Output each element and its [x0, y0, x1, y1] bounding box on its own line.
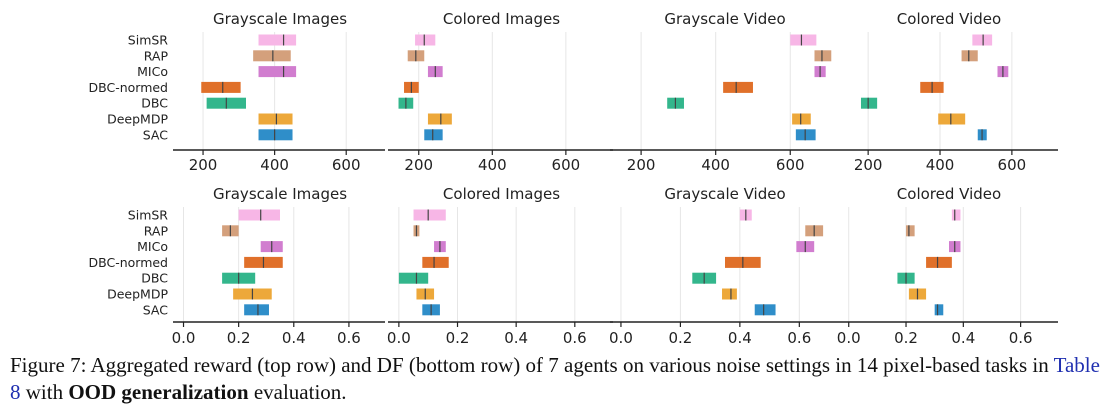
- figure-caption: Figure 7: Aggregated reward (top row) an…: [10, 352, 1110, 406]
- interval-bar: [814, 50, 832, 62]
- interval-bar: [934, 304, 944, 316]
- x-tick-label: 0.6: [1009, 329, 1033, 347]
- x-tick-label: 0.4: [728, 329, 752, 347]
- x-tick-label: 0.2: [668, 329, 692, 347]
- interval-bar: [860, 97, 878, 109]
- interval-bar: [253, 50, 291, 62]
- interval-bar: [258, 34, 297, 46]
- interval-bar: [961, 50, 978, 62]
- x-tick-label: 200: [627, 156, 656, 174]
- interval-bar: [398, 272, 429, 284]
- interval-bar: [422, 256, 449, 268]
- agent-label: RAP: [144, 48, 169, 63]
- interval-bar: [424, 129, 443, 141]
- x-tick-label: 0.4: [951, 329, 975, 347]
- x-tick-label: 400: [478, 156, 507, 174]
- panel-title: Grayscale Video: [664, 185, 785, 203]
- interval-bar: [972, 34, 993, 46]
- x-tick-label: 200: [854, 156, 883, 174]
- interval-bar: [258, 129, 293, 141]
- agent-label: DeepMDP: [107, 287, 168, 302]
- x-tick-label: 0.6: [563, 329, 587, 347]
- x-tick-label: 400: [701, 156, 730, 174]
- agent-label: MICo: [137, 239, 168, 254]
- interval-bar: [238, 209, 280, 221]
- panel-title: Colored Images: [443, 10, 560, 28]
- agent-label: DBC-normed: [88, 80, 168, 95]
- interval-bar: [201, 81, 241, 93]
- panel-title: Colored Images: [443, 185, 560, 203]
- x-tick-label: 0.4: [504, 329, 528, 347]
- x-tick-label: 400: [926, 156, 955, 174]
- interval-bar: [427, 113, 452, 125]
- x-tick-label: 0.0: [172, 329, 196, 347]
- interval-bar: [792, 113, 811, 125]
- x-tick-label: 0.6: [337, 329, 361, 347]
- interval-bar: [906, 225, 915, 237]
- interval-bar: [722, 288, 737, 300]
- interval-bar: [926, 256, 952, 268]
- interval-bar: [415, 34, 436, 46]
- agent-label: MICo: [137, 64, 168, 79]
- agent-label: DeepMDP: [107, 112, 168, 127]
- interval-bar: [413, 209, 446, 221]
- interval-bar: [754, 304, 776, 316]
- agent-label: DBC: [141, 271, 168, 286]
- x-tick-label: 0.0: [387, 329, 411, 347]
- panel-title: Grayscale Video: [664, 10, 785, 28]
- caption-text-2: with: [20, 380, 69, 404]
- x-tick-label: 0.4: [282, 329, 306, 347]
- x-tick-label: 400: [260, 156, 289, 174]
- agent-label: SimSR: [128, 33, 169, 48]
- interval-bar: [258, 66, 297, 78]
- interval-bar: [258, 113, 293, 125]
- caption-bold: OOD generalization: [68, 380, 249, 404]
- x-tick-label: 0.0: [609, 329, 633, 347]
- x-tick-label: 0.0: [837, 329, 861, 347]
- interval-bar: [790, 34, 817, 46]
- x-tick-label: 200: [404, 156, 433, 174]
- caption-text-3: evaluation.: [248, 380, 347, 404]
- agent-label: DBC: [141, 96, 168, 111]
- interval-bar: [244, 304, 269, 316]
- panel-title: Colored Video: [897, 10, 1001, 28]
- x-tick-label: 0.2: [446, 329, 470, 347]
- x-tick-label: 600: [998, 156, 1027, 174]
- agent-label: DBC-normed: [88, 255, 168, 270]
- x-tick-label: 0.2: [894, 329, 918, 347]
- caption-text-1: Figure 7: Aggregated reward (top row) an…: [10, 353, 1054, 377]
- x-tick-label: 200: [189, 156, 218, 174]
- agent-label: SimSR: [128, 208, 169, 223]
- agent-label: RAP: [144, 223, 169, 238]
- x-tick-label: 600: [776, 156, 805, 174]
- agent-label: SAC: [143, 302, 168, 317]
- agent-label: SAC: [143, 127, 168, 142]
- x-tick-label: 600: [332, 156, 361, 174]
- table-8-link[interactable]: Table 8: [10, 353, 1100, 404]
- x-tick-label: 0.2: [227, 329, 251, 347]
- interval-bar: [938, 113, 966, 125]
- interval-bar: [723, 81, 753, 93]
- x-tick-label: 600: [552, 156, 581, 174]
- panel-title: Grayscale Images: [213, 10, 347, 28]
- panel-title: Grayscale Images: [213, 185, 347, 203]
- interval-bar: [951, 209, 961, 221]
- panel-title: Colored Video: [897, 185, 1001, 203]
- x-tick-label: 0.6: [787, 329, 811, 347]
